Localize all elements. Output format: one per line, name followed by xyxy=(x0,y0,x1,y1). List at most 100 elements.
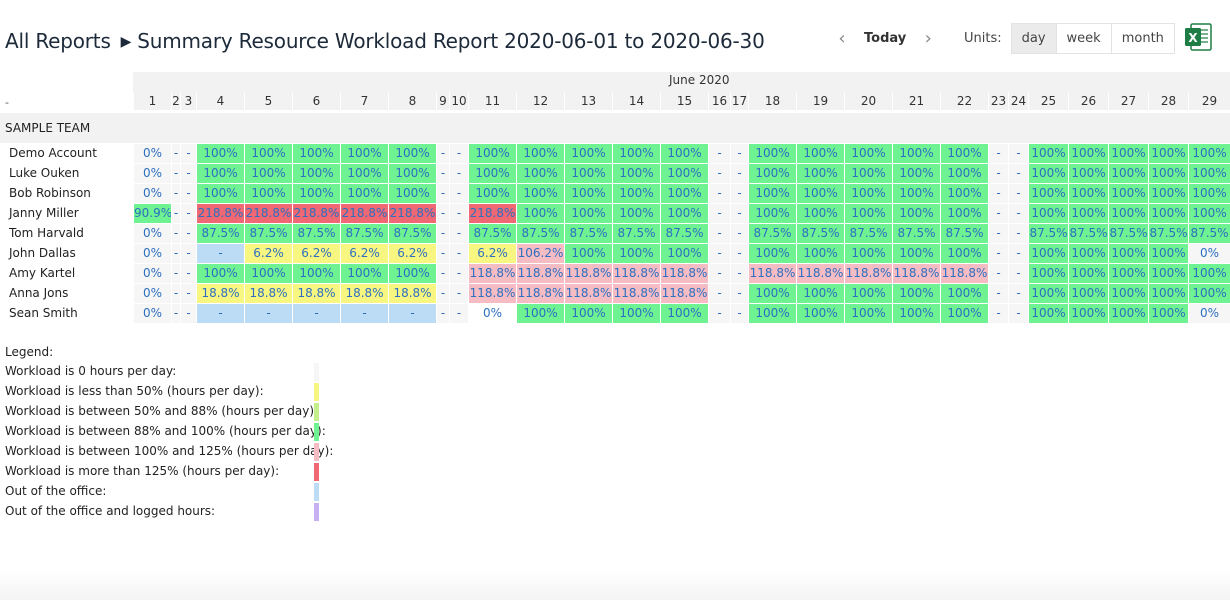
workload-cell: 18.8% xyxy=(244,284,292,303)
workload-cell: - xyxy=(436,204,449,223)
calendar-header-band xyxy=(133,72,1230,110)
resource-row: John Dallas 0% - - -6.2% 6.2% 6.2% 6.2% - -6.2% 10… xyxy=(0,244,1230,264)
workload-cell: 18.8% xyxy=(340,284,388,303)
workload-cell: 100% xyxy=(340,144,388,163)
workload-cell: 87.5% xyxy=(388,224,436,243)
legend-label: Workload is between 50% and 88% (hours p… xyxy=(5,404,319,418)
month-label: June 2020 xyxy=(669,73,730,87)
workload-cell: 100% xyxy=(1148,264,1188,283)
units-month-button[interactable]: month xyxy=(1110,24,1174,53)
all-reports-link[interactable]: All Reports xyxy=(5,29,111,53)
workload-cell: 218.8% xyxy=(468,204,516,223)
workload-cell: - xyxy=(449,304,468,323)
workload-cell: 100% xyxy=(1148,164,1188,183)
day-header: 27 xyxy=(1108,92,1148,110)
workload-cell: 100% xyxy=(196,144,244,163)
workload-cell: 100% xyxy=(940,284,988,303)
workload-cell: - xyxy=(708,224,730,243)
workload-cell: 100% xyxy=(340,264,388,283)
workload-cell: 100% xyxy=(244,184,292,203)
workload-cell: 100% xyxy=(468,144,516,163)
excel-export-icon[interactable]: X xyxy=(1182,21,1214,53)
workload-cell: 100% xyxy=(564,144,612,163)
workload-cell: 87.5% xyxy=(564,224,612,243)
workload-cell: 0% xyxy=(1188,244,1230,263)
workload-cell: 118.8% xyxy=(564,264,612,283)
workload-cell: 100% xyxy=(516,144,564,163)
today-button[interactable]: Today xyxy=(864,31,907,46)
legend-swatch xyxy=(314,403,319,421)
units-day-button[interactable]: day xyxy=(1011,24,1056,53)
units-selector: Units: day week month xyxy=(964,23,1175,54)
workload-cell: 100% xyxy=(796,164,844,183)
workload-cell: 100% xyxy=(844,244,892,263)
legend-swatch xyxy=(314,463,319,481)
workload-cell: - xyxy=(988,164,1008,183)
workload-cell: 100% xyxy=(1108,284,1148,303)
workload-cell: 100% xyxy=(564,164,612,183)
workload-cell: 6.2% xyxy=(388,244,436,263)
workload-cell: - xyxy=(436,304,449,323)
workload-cell: 100% xyxy=(940,144,988,163)
workload-cell: 100% xyxy=(748,164,796,183)
next-period-button[interactable]: › xyxy=(924,28,932,49)
workload-cell: - xyxy=(730,244,748,263)
workload-cell: - xyxy=(180,284,196,303)
workload-cell: 100% xyxy=(892,164,940,183)
workload-cell: - xyxy=(1008,204,1028,223)
workload-cell: 100% xyxy=(940,184,988,203)
workload-cell: 100% xyxy=(660,164,708,183)
workload-cell: 100% xyxy=(1068,284,1108,303)
workload-cell: 106.2% xyxy=(516,244,564,263)
workload-cell: 100% xyxy=(796,304,844,323)
workload-cell: 100% xyxy=(292,164,340,183)
workload-cell: 100% xyxy=(1068,184,1108,203)
workload-cell: - xyxy=(708,144,730,163)
workload-cell: 118.8% xyxy=(612,284,660,303)
workload-cell: 100% xyxy=(1108,304,1148,323)
workload-cell: - xyxy=(730,264,748,283)
resource-name: Tom Harvald xyxy=(9,226,84,240)
workload-cell: - xyxy=(244,304,292,323)
workload-cell: 87.5% xyxy=(1148,224,1188,243)
workload-cell: 100% xyxy=(1108,244,1148,263)
workload-cell: - xyxy=(436,264,449,283)
workload-cell: 218.8% xyxy=(244,204,292,223)
day-header: 24 xyxy=(1008,92,1028,110)
workload-cell: 90.9% xyxy=(133,204,171,223)
prev-period-button[interactable]: ‹ xyxy=(838,28,846,49)
workload-cell: - xyxy=(730,144,748,163)
workload-cell: - xyxy=(180,304,196,323)
workload-cell: 100% xyxy=(1028,164,1068,183)
workload-cell: - xyxy=(340,304,388,323)
legend-label: Workload is between 88% and 100% (hours … xyxy=(5,424,326,438)
workload-cell: 118.8% xyxy=(844,264,892,283)
workload-cell: 118.8% xyxy=(660,264,708,283)
workload-cell: - xyxy=(449,284,468,303)
legend-label: Workload is more than 125% (hours per da… xyxy=(5,464,280,478)
workload-cell: - xyxy=(1008,224,1028,243)
resource-name: Demo Account xyxy=(9,146,97,160)
units-week-button[interactable]: week xyxy=(1055,24,1111,53)
workload-cell: - xyxy=(196,244,244,263)
workload-cell: 100% xyxy=(1148,204,1188,223)
workload-cell: 0% xyxy=(133,284,171,303)
workload-cell: 100% xyxy=(1188,164,1230,183)
workload-cell: 0% xyxy=(133,244,171,263)
legend-item: Out of the office: xyxy=(5,482,321,502)
workload-cell: - xyxy=(171,224,180,243)
workload-cell: 100% xyxy=(892,284,940,303)
workload-cell: 6.2% xyxy=(292,244,340,263)
workload-cell: 100% xyxy=(1188,284,1230,303)
legend-title: Legend: xyxy=(5,345,54,359)
workload-cell: - xyxy=(1008,144,1028,163)
workload-cell: 100% xyxy=(388,144,436,163)
workload-cell: 100% xyxy=(660,144,708,163)
workload-cell: 87.5% xyxy=(844,224,892,243)
workload-cell: - xyxy=(1008,164,1028,183)
workload-cell: - xyxy=(171,204,180,223)
workload-cell: - xyxy=(708,184,730,203)
workload-cell: - xyxy=(171,244,180,263)
workload-cell: 87.5% xyxy=(612,224,660,243)
workload-cell: 100% xyxy=(612,204,660,223)
